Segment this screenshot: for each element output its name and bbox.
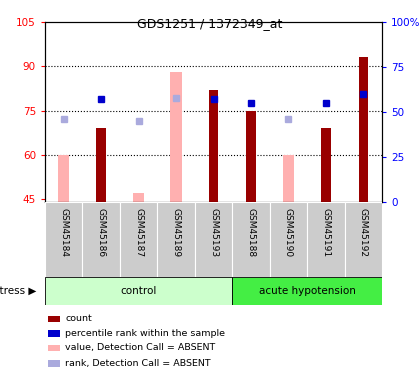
Bar	[97, 128, 106, 202]
Text: GSM45188: GSM45188	[247, 208, 255, 257]
Text: percentile rank within the sample: percentile rank within the sample	[65, 329, 225, 338]
Bar	[195, 202, 232, 277]
Text: GSM45187: GSM45187	[134, 208, 143, 257]
Bar	[307, 202, 344, 277]
Text: GSM45192: GSM45192	[359, 208, 368, 257]
Text: GSM45193: GSM45193	[209, 208, 218, 257]
Text: GSM45190: GSM45190	[284, 208, 293, 257]
Bar	[232, 277, 382, 305]
Text: GSM45184: GSM45184	[59, 208, 68, 257]
Bar	[344, 202, 382, 277]
Text: count: count	[65, 314, 92, 323]
Bar	[48, 330, 60, 337]
Text: stress ▶: stress ▶	[0, 286, 37, 296]
Bar	[270, 202, 307, 277]
Text: rank, Detection Call = ABSENT: rank, Detection Call = ABSENT	[65, 359, 211, 368]
Text: GSM45189: GSM45189	[171, 208, 181, 257]
Bar	[48, 345, 60, 351]
Bar	[283, 155, 294, 202]
Text: control: control	[121, 286, 157, 296]
Bar	[158, 202, 195, 277]
Text: GSM45191: GSM45191	[321, 208, 331, 257]
Bar	[45, 277, 232, 305]
Bar	[120, 202, 158, 277]
Text: value, Detection Call = ABSENT: value, Detection Call = ABSENT	[65, 344, 215, 352]
Bar	[359, 57, 368, 202]
Bar	[246, 111, 256, 202]
Bar	[45, 202, 82, 277]
Bar	[58, 155, 69, 202]
Bar	[171, 72, 182, 202]
Text: GDS1251 / 1372349_at: GDS1251 / 1372349_at	[137, 17, 283, 30]
Bar	[133, 193, 144, 202]
Bar	[232, 202, 270, 277]
Bar	[82, 202, 120, 277]
Bar	[321, 128, 331, 202]
Text: GSM45186: GSM45186	[97, 208, 106, 257]
Bar	[48, 316, 60, 322]
Bar	[209, 90, 218, 202]
Bar	[48, 360, 60, 367]
Text: acute hypotension: acute hypotension	[259, 286, 356, 296]
